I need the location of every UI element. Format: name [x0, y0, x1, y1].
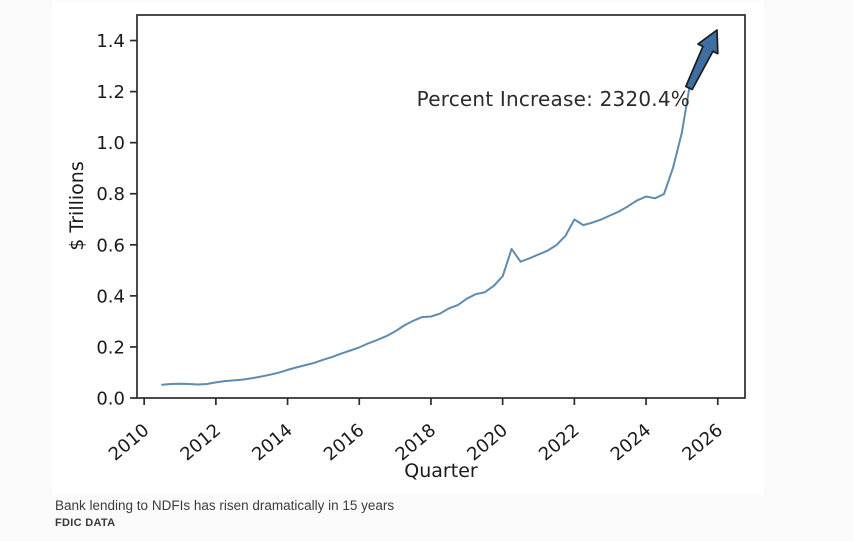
chart-figure: [52, 2, 764, 494]
x-tick-label: 2026: [678, 420, 727, 466]
x-tick-label: 2010: [105, 420, 154, 466]
y-axis-ticks: 0.0 0.2 0.4 0.6 0.8 1.0 1.2 1.4: [96, 31, 137, 410]
y-tick-label: 1.2: [96, 82, 125, 103]
x-tick-label: 2016: [320, 420, 369, 466]
x-tick-label: 2020: [463, 420, 512, 466]
plot-area: [136, 14, 746, 399]
y-tick-label: 0.0: [96, 389, 125, 410]
y-tick-label: 0.8: [96, 184, 125, 205]
y-tick-label: 0.2: [96, 337, 125, 358]
x-tick-label: 2022: [535, 420, 584, 466]
x-tick-label: 2014: [248, 420, 297, 466]
y-tick-label: 0.4: [96, 286, 125, 307]
y-axis-label: $ Trillions: [66, 161, 88, 251]
percent-increase-annotation: Percent Increase: 2320.4%: [416, 87, 690, 111]
y-tick-label: 1.0: [96, 133, 125, 154]
chart-caption: Bank lending to NDFIs has risen dramatic…: [55, 498, 395, 513]
x-axis-label: Quarter: [404, 460, 478, 482]
x-tick-label: 2018: [392, 420, 441, 466]
y-tick-label: 1.4: [96, 31, 125, 52]
x-tick-label: 2012: [176, 420, 225, 466]
source-label: FDIC DATA: [55, 517, 116, 529]
x-tick-label: 2024: [607, 420, 656, 466]
y-tick-label: 0.6: [96, 235, 125, 256]
growth-arrow-icon: [684, 29, 719, 91]
data-line: [161, 77, 692, 386]
x-axis-ticks: 2010 2012 2014 2016 2018 2020 2022 2024 2026: [105, 398, 727, 465]
